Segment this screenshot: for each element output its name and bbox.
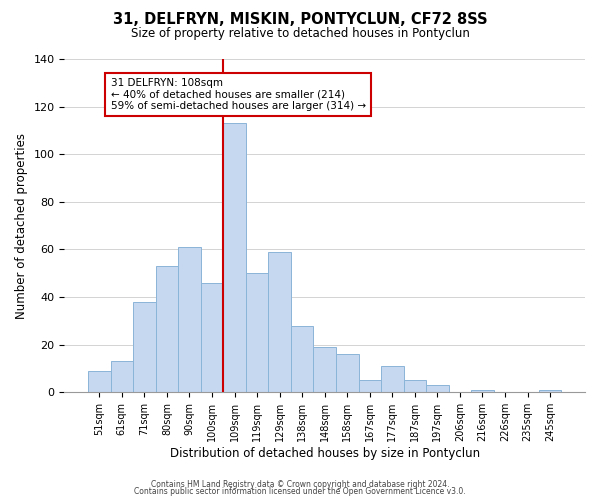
Bar: [110, 362, 133, 392]
Text: 31 DELFRYN: 108sqm
← 40% of detached houses are smaller (214)
59% of semi-detach: 31 DELFRYN: 108sqm ← 40% of detached hou…: [110, 78, 366, 111]
Y-axis label: Number of detached properties: Number of detached properties: [15, 132, 28, 318]
Text: Contains public sector information licensed under the Open Government Licence v3: Contains public sector information licen…: [134, 487, 466, 496]
Bar: [155, 266, 178, 392]
Bar: [201, 283, 223, 393]
Bar: [246, 274, 268, 392]
Bar: [88, 371, 110, 392]
Bar: [178, 247, 201, 392]
Bar: [359, 380, 381, 392]
Bar: [133, 302, 155, 392]
Bar: [336, 354, 359, 393]
Text: 31, DELFRYN, MISKIN, PONTYCLUN, CF72 8SS: 31, DELFRYN, MISKIN, PONTYCLUN, CF72 8SS: [113, 12, 487, 28]
Bar: [291, 326, 313, 392]
Bar: [381, 366, 404, 392]
Text: Contains HM Land Registry data © Crown copyright and database right 2024.: Contains HM Land Registry data © Crown c…: [151, 480, 449, 489]
Text: Size of property relative to detached houses in Pontyclun: Size of property relative to detached ho…: [131, 28, 469, 40]
Bar: [426, 385, 449, 392]
Bar: [313, 347, 336, 393]
Bar: [404, 380, 426, 392]
Bar: [223, 124, 246, 392]
Bar: [471, 390, 494, 392]
Bar: [268, 252, 291, 392]
X-axis label: Distribution of detached houses by size in Pontyclun: Distribution of detached houses by size …: [170, 447, 480, 460]
Bar: [539, 390, 562, 392]
